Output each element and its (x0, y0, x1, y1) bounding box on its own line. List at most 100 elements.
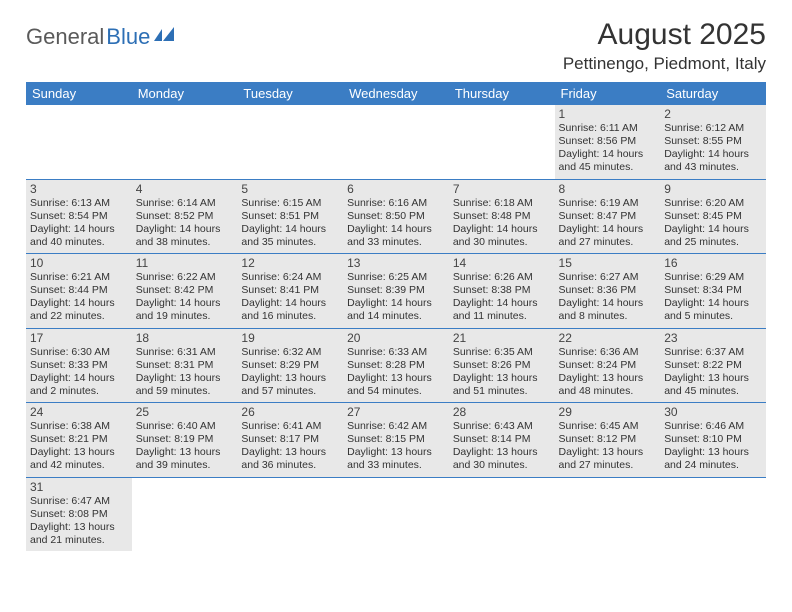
calendar-row: 24Sunrise: 6:38 AMSunset: 8:21 PMDayligh… (26, 403, 766, 478)
day-details: Sunrise: 6:40 AMSunset: 8:19 PMDaylight:… (136, 420, 234, 473)
day-cell: 2Sunrise: 6:12 AMSunset: 8:55 PMDaylight… (660, 105, 766, 179)
day-details: Sunrise: 6:32 AMSunset: 8:29 PMDaylight:… (241, 346, 339, 399)
location: Pettinengo, Piedmont, Italy (563, 54, 766, 74)
day-number: 2 (664, 107, 762, 121)
day-cell: 11Sunrise: 6:22 AMSunset: 8:42 PMDayligh… (132, 254, 238, 329)
month-title: August 2025 (563, 18, 766, 52)
empty-cell (449, 105, 555, 179)
day-details: Sunrise: 6:41 AMSunset: 8:17 PMDaylight:… (241, 420, 339, 473)
day-cell: 10Sunrise: 6:21 AMSunset: 8:44 PMDayligh… (26, 254, 132, 329)
empty-cell (449, 477, 555, 551)
day-number: 11 (136, 256, 234, 270)
day-number: 10 (30, 256, 128, 270)
day-number: 3 (30, 182, 128, 196)
day-cell: 16Sunrise: 6:29 AMSunset: 8:34 PMDayligh… (660, 254, 766, 329)
day-number: 15 (559, 256, 657, 270)
logo-text-2: Blue (106, 24, 150, 50)
day-cell: 19Sunrise: 6:32 AMSunset: 8:29 PMDayligh… (237, 328, 343, 403)
day-details: Sunrise: 6:16 AMSunset: 8:50 PMDaylight:… (347, 197, 445, 250)
day-number: 28 (453, 405, 551, 419)
day-cell: 24Sunrise: 6:38 AMSunset: 8:21 PMDayligh… (26, 403, 132, 478)
day-cell: 31Sunrise: 6:47 AMSunset: 8:08 PMDayligh… (26, 477, 132, 551)
day-number: 19 (241, 331, 339, 345)
empty-cell (132, 477, 238, 551)
day-cell: 14Sunrise: 6:26 AMSunset: 8:38 PMDayligh… (449, 254, 555, 329)
day-details: Sunrise: 6:26 AMSunset: 8:38 PMDaylight:… (453, 271, 551, 324)
day-number: 7 (453, 182, 551, 196)
empty-cell (26, 105, 132, 179)
day-details: Sunrise: 6:21 AMSunset: 8:44 PMDaylight:… (30, 271, 128, 324)
calendar-row: 3Sunrise: 6:13 AMSunset: 8:54 PMDaylight… (26, 179, 766, 254)
day-cell: 29Sunrise: 6:45 AMSunset: 8:12 PMDayligh… (555, 403, 661, 478)
day-header: Thursday (449, 82, 555, 105)
day-number: 13 (347, 256, 445, 270)
logo: General Blue (26, 24, 176, 50)
day-details: Sunrise: 6:36 AMSunset: 8:24 PMDaylight:… (559, 346, 657, 399)
day-cell: 22Sunrise: 6:36 AMSunset: 8:24 PMDayligh… (555, 328, 661, 403)
day-details: Sunrise: 6:47 AMSunset: 8:08 PMDaylight:… (30, 495, 128, 548)
calendar-row: 1Sunrise: 6:11 AMSunset: 8:56 PMDaylight… (26, 105, 766, 179)
day-number: 27 (347, 405, 445, 419)
day-number: 8 (559, 182, 657, 196)
day-number: 18 (136, 331, 234, 345)
day-details: Sunrise: 6:43 AMSunset: 8:14 PMDaylight:… (453, 420, 551, 473)
empty-cell (343, 105, 449, 179)
calendar-row: 31Sunrise: 6:47 AMSunset: 8:08 PMDayligh… (26, 477, 766, 551)
day-header: Sunday (26, 82, 132, 105)
day-header: Tuesday (237, 82, 343, 105)
day-header: Monday (132, 82, 238, 105)
day-cell: 13Sunrise: 6:25 AMSunset: 8:39 PMDayligh… (343, 254, 449, 329)
day-number: 31 (30, 480, 128, 494)
day-details: Sunrise: 6:33 AMSunset: 8:28 PMDaylight:… (347, 346, 445, 399)
day-cell: 4Sunrise: 6:14 AMSunset: 8:52 PMDaylight… (132, 179, 238, 254)
day-number: 17 (30, 331, 128, 345)
day-cell: 20Sunrise: 6:33 AMSunset: 8:28 PMDayligh… (343, 328, 449, 403)
day-cell: 27Sunrise: 6:42 AMSunset: 8:15 PMDayligh… (343, 403, 449, 478)
day-cell: 25Sunrise: 6:40 AMSunset: 8:19 PMDayligh… (132, 403, 238, 478)
day-cell: 8Sunrise: 6:19 AMSunset: 8:47 PMDaylight… (555, 179, 661, 254)
day-details: Sunrise: 6:27 AMSunset: 8:36 PMDaylight:… (559, 271, 657, 324)
logo-text-1: General (26, 24, 104, 50)
day-details: Sunrise: 6:24 AMSunset: 8:41 PMDaylight:… (241, 271, 339, 324)
day-details: Sunrise: 6:19 AMSunset: 8:47 PMDaylight:… (559, 197, 657, 250)
day-details: Sunrise: 6:18 AMSunset: 8:48 PMDaylight:… (453, 197, 551, 250)
day-number: 14 (453, 256, 551, 270)
day-cell: 3Sunrise: 6:13 AMSunset: 8:54 PMDaylight… (26, 179, 132, 254)
empty-cell (237, 105, 343, 179)
empty-cell (660, 477, 766, 551)
title-block: August 2025 Pettinengo, Piedmont, Italy (563, 18, 766, 74)
day-details: Sunrise: 6:20 AMSunset: 8:45 PMDaylight:… (664, 197, 762, 250)
empty-cell (343, 477, 449, 551)
day-details: Sunrise: 6:22 AMSunset: 8:42 PMDaylight:… (136, 271, 234, 324)
calendar-row: 17Sunrise: 6:30 AMSunset: 8:33 PMDayligh… (26, 328, 766, 403)
day-cell: 7Sunrise: 6:18 AMSunset: 8:48 PMDaylight… (449, 179, 555, 254)
day-details: Sunrise: 6:30 AMSunset: 8:33 PMDaylight:… (30, 346, 128, 399)
day-details: Sunrise: 6:46 AMSunset: 8:10 PMDaylight:… (664, 420, 762, 473)
day-cell: 21Sunrise: 6:35 AMSunset: 8:26 PMDayligh… (449, 328, 555, 403)
day-cell: 18Sunrise: 6:31 AMSunset: 8:31 PMDayligh… (132, 328, 238, 403)
day-cell: 17Sunrise: 6:30 AMSunset: 8:33 PMDayligh… (26, 328, 132, 403)
day-number: 29 (559, 405, 657, 419)
day-number: 12 (241, 256, 339, 270)
day-details: Sunrise: 6:14 AMSunset: 8:52 PMDaylight:… (136, 197, 234, 250)
day-details: Sunrise: 6:11 AMSunset: 8:56 PMDaylight:… (559, 122, 657, 175)
day-cell: 5Sunrise: 6:15 AMSunset: 8:51 PMDaylight… (237, 179, 343, 254)
day-cell: 30Sunrise: 6:46 AMSunset: 8:10 PMDayligh… (660, 403, 766, 478)
calendar-row: 10Sunrise: 6:21 AMSunset: 8:44 PMDayligh… (26, 254, 766, 329)
empty-cell (132, 105, 238, 179)
day-details: Sunrise: 6:13 AMSunset: 8:54 PMDaylight:… (30, 197, 128, 250)
empty-cell (237, 477, 343, 551)
day-header: Wednesday (343, 82, 449, 105)
day-details: Sunrise: 6:45 AMSunset: 8:12 PMDaylight:… (559, 420, 657, 473)
day-number: 25 (136, 405, 234, 419)
day-cell: 15Sunrise: 6:27 AMSunset: 8:36 PMDayligh… (555, 254, 661, 329)
day-details: Sunrise: 6:38 AMSunset: 8:21 PMDaylight:… (30, 420, 128, 473)
day-number: 4 (136, 182, 234, 196)
day-number: 26 (241, 405, 339, 419)
day-number: 9 (664, 182, 762, 196)
day-number: 20 (347, 331, 445, 345)
day-number: 1 (559, 107, 657, 121)
calendar-header-row: SundayMondayTuesdayWednesdayThursdayFrid… (26, 82, 766, 105)
day-number: 23 (664, 331, 762, 345)
day-details: Sunrise: 6:15 AMSunset: 8:51 PMDaylight:… (241, 197, 339, 250)
